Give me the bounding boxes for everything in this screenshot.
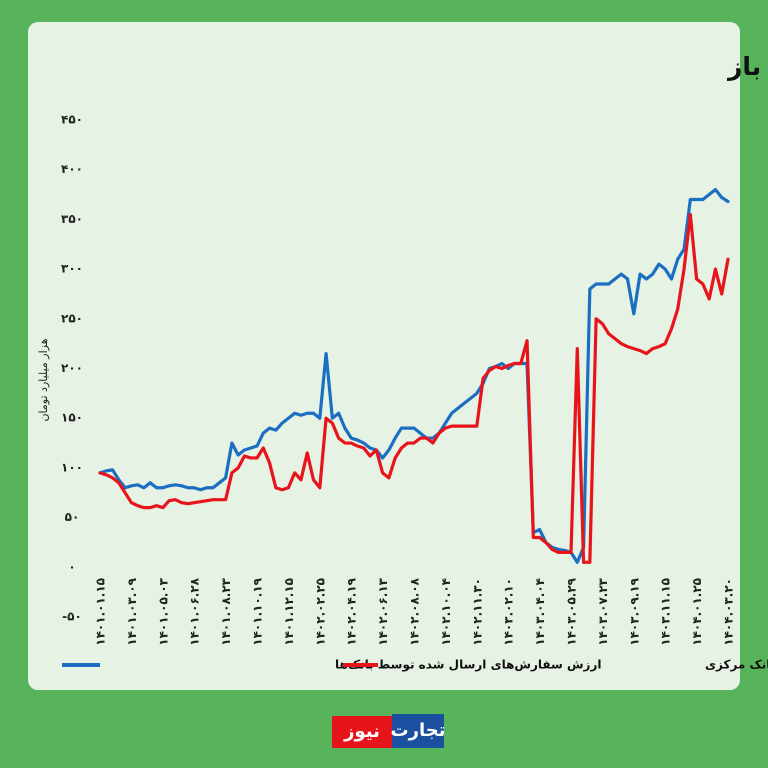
x-tick-label: ۱۴۰۳.۰۴.۰۴ <box>533 578 547 646</box>
x-tick-label: ۱۴۰۳.۰۲.۱۰ <box>502 578 516 646</box>
x-tick-label: ۱۴۰۴.۰۳.۲۰ <box>722 578 736 646</box>
y-tick-label: ۳۵۰ <box>61 212 83 226</box>
chart-title: روند سفارش‌های ارسالی و پذیرفته‌شده بانک… <box>726 52 768 82</box>
y-tick-label: -۵۰ <box>62 610 82 624</box>
legend-label: ارزش سفارش‌های پذیرفته شده توسط بانک مرک… <box>705 658 768 673</box>
legend: ارزش سفارش‌های ارسال شده توسط بانک‌ها ار… <box>62 658 768 673</box>
logo-box <box>332 716 392 748</box>
x-tick-label: ۱۴۰۴.۰۱.۲۵ <box>690 578 704 646</box>
x-tick-label: ۱۴۰۳.۰۵.۲۹ <box>565 577 579 645</box>
x-tick-label: ۱۴۰۲.۱۱.۳۰ <box>470 578 484 646</box>
y-tick-label: ۰ <box>68 560 75 574</box>
logo-box <box>392 714 444 748</box>
x-tick-label: ۱۴۰۳.۰۹.۱۹ <box>627 577 641 645</box>
logo-text: تجارت <box>391 720 446 741</box>
x-tick-label: ۱۴۰۲.۰۲.۲۵ <box>313 578 327 646</box>
legend-label: ارزش سفارش‌های ارسال شده توسط بانک‌ها <box>335 658 601 673</box>
y-tick-label: ۱۰۰ <box>61 460 83 474</box>
y-tick-label: ۴۰۰ <box>61 162 83 176</box>
x-tick-label: ۱۴۰۱.۱۲.۱۵ <box>282 578 296 646</box>
series-line <box>98 212 730 564</box>
x-tick-label: ۱۴۰۲.۰۸.۰۸ <box>408 577 422 645</box>
x-tick-label: ۱۴۰۱.۰۸.۲۳ <box>219 577 233 645</box>
x-tick-label: ۱۴۰۱.۰۶.۲۸ <box>188 577 202 645</box>
y-tick-label: ۳۰۰ <box>61 262 83 276</box>
y-tick-label: ۱۵۰ <box>61 411 83 425</box>
x-tick-label: ۱۴۰۲.۰۴.۱۹ <box>345 577 359 645</box>
y-tick-label: ۲۰۰ <box>61 361 83 375</box>
logo: نیوز تجارت <box>332 714 445 748</box>
series-line <box>98 187 730 564</box>
x-tick-label: ۱۴۰۳.۱۱.۱۵ <box>659 578 673 646</box>
card <box>28 22 740 690</box>
y-tick-label: ۵۰ <box>65 510 80 524</box>
x-tick-label: ۱۴۰۱.۰۳.۰۹ <box>125 577 139 645</box>
x-tick-label: ۱۴۰۱.۰۵.۰۳ <box>156 577 170 645</box>
logo-text: نیوز <box>343 721 380 742</box>
x-tick-label: ۱۴۰۳.۰۷.۲۳ <box>596 577 610 645</box>
y-tick-label: ۴۵۰ <box>61 113 83 127</box>
y-tick-label: ۲۵۰ <box>61 311 83 325</box>
x-tick-label: ۱۴۰۲.۱۰.۰۴ <box>439 578 453 646</box>
x-tick-label: ۱۴۰۲.۰۶.۱۳ <box>376 577 390 645</box>
y-axis-label: هزار میلیارد تومان <box>37 338 50 421</box>
x-tick-label: ۱۴۰۱.۱۰.۱۹ <box>251 577 265 645</box>
x-tick-label: ۱۴۰۱.۰۱.۱۵ <box>94 578 108 646</box>
